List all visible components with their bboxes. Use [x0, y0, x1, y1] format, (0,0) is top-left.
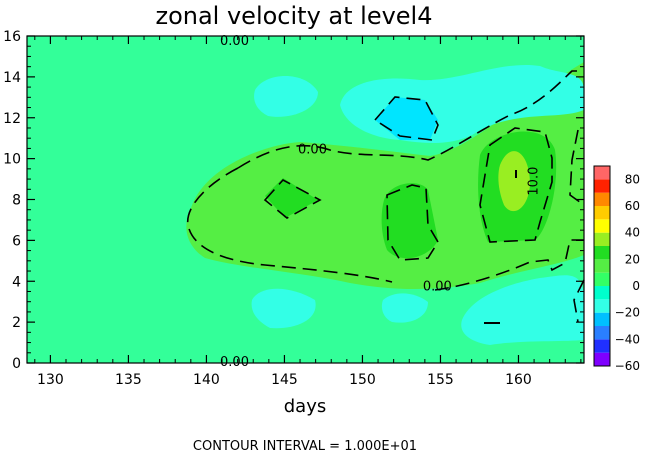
colorbar-swatch — [594, 272, 610, 286]
contour-right-lower — [573, 279, 585, 323]
y-tick-label: 16 — [3, 29, 21, 45]
x-axis-label: days — [284, 396, 327, 417]
y-tick-label: 14 — [3, 70, 21, 86]
neg-lower-left — [251, 288, 316, 329]
colorbar-swatch — [594, 326, 610, 340]
x-tick-label: 145 — [271, 372, 298, 388]
y-tick-label: 10 — [3, 152, 21, 168]
colorbar-label: 80 — [625, 172, 640, 186]
y-axis: 0 2 4 6 8 10 12 14 16 — [3, 29, 584, 372]
core-153 — [381, 183, 438, 259]
colorbar-swatch — [594, 219, 610, 233]
y-tick-label: 6 — [12, 233, 21, 249]
x-axis: 130 135 140 145 150 155 160 — [34, 36, 582, 388]
chart-title: zonal velocity at level4 — [155, 2, 432, 30]
contour-ten-160 — [479, 127, 553, 243]
y-tick-label: 8 — [12, 193, 21, 209]
y-tick-label: 2 — [12, 315, 21, 331]
x-tick-label: 140 — [193, 372, 220, 388]
colorbar-swatch — [594, 246, 610, 260]
contour-ten-145 — [263, 178, 322, 219]
neg-138 — [254, 76, 318, 117]
colorbar-swatch — [594, 192, 610, 206]
core-145 — [265, 178, 318, 218]
x-tick-label: 160 — [505, 372, 532, 388]
colorbar-label: 20 — [625, 252, 640, 266]
colorbar-swatch — [594, 286, 610, 300]
contour-interval-note: CONTOUR INTERVAL = 1.000E+01 — [193, 439, 417, 454]
colorbar-swatch — [594, 312, 610, 326]
y-tick-label: 0 — [12, 356, 21, 372]
colorbar-swatch — [594, 232, 610, 246]
colorbar-swatch — [594, 352, 610, 366]
colorbar-label: −20 — [615, 306, 640, 320]
neg-lower-right — [461, 275, 584, 345]
contour-ten-153 — [386, 184, 439, 261]
colorbar-label: 60 — [625, 199, 640, 213]
contour-zero-lower — [434, 239, 584, 291]
colorbar-label: 0 — [632, 279, 640, 293]
contour-label: 0.00 — [298, 142, 327, 157]
colorbar-label: −60 — [615, 359, 640, 373]
contour-label: 0.00 — [423, 279, 452, 294]
colorbar: 80 60 40 20 0 −20 −40 −60 — [593, 165, 640, 373]
y-tick-label: 4 — [12, 274, 21, 290]
colorbar-label: −40 — [615, 332, 640, 346]
colorbar-frame — [593, 165, 611, 367]
colorbar-swatch — [594, 259, 610, 273]
y-tick-label: 12 — [3, 111, 21, 127]
contour-zero-upper — [237, 70, 584, 169]
x-tick-label: 150 — [349, 372, 376, 388]
contour-neg-153 — [373, 96, 439, 141]
colorbar-label: 40 — [625, 226, 640, 240]
contour-label: 10.0 — [527, 167, 542, 196]
plot-area — [27, 36, 585, 363]
x-tick-label: 135 — [115, 372, 142, 388]
neg-lower-mid — [381, 293, 428, 323]
contour-label: 0.00 — [220, 34, 249, 49]
x-tick-label: 130 — [37, 372, 64, 388]
colorbar-swatch — [594, 299, 610, 313]
contour-zero-left — [186, 167, 393, 283]
colorbar-swatch — [594, 339, 610, 353]
core-160-inner — [498, 151, 530, 212]
colorbar-swatch — [594, 179, 610, 193]
colorbar-swatch — [594, 206, 610, 220]
x-tick-label: 155 — [427, 372, 454, 388]
colorbar-swatch — [594, 166, 610, 180]
